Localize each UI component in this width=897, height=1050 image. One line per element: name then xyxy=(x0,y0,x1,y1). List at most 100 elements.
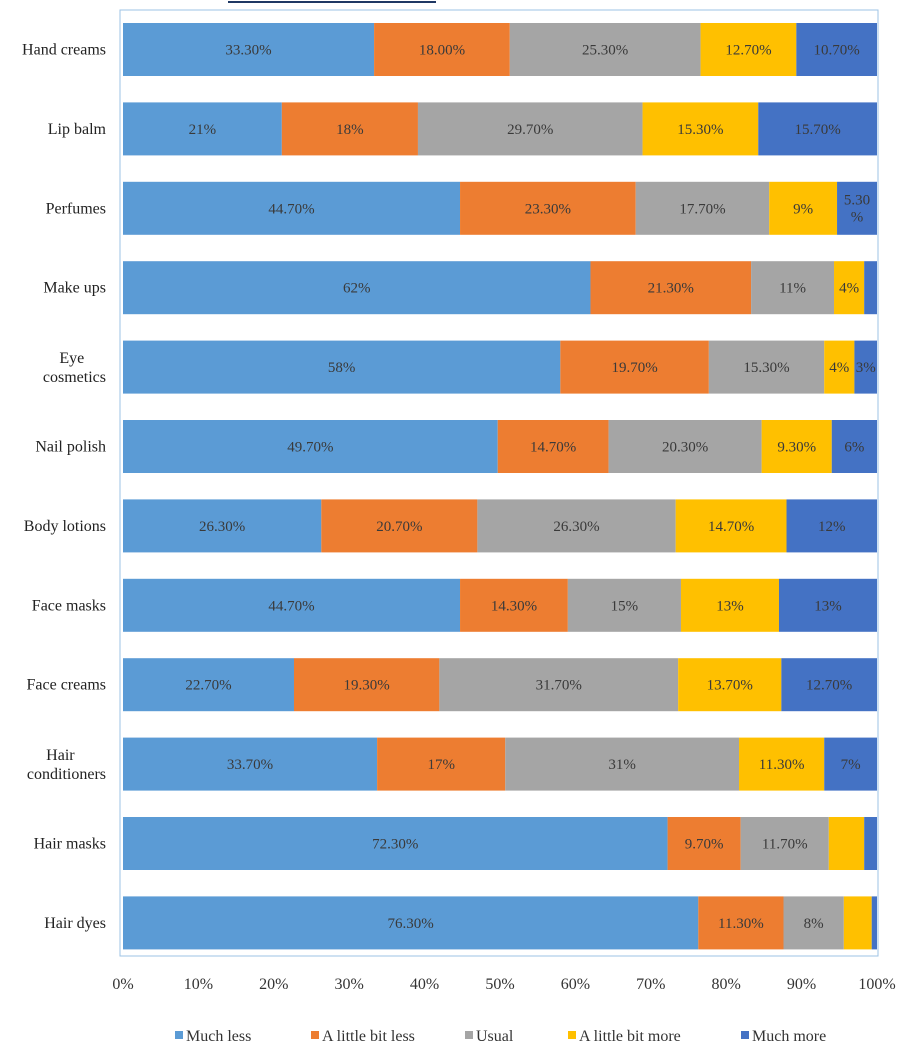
bar-body-lotions-much-less xyxy=(123,499,322,553)
bars-layer xyxy=(123,23,877,950)
data-label-hair-conditioners-usual: 31% xyxy=(608,757,636,773)
data-label-perfumes-much-more: 5.30% xyxy=(844,192,870,225)
data-label-perfumes-a-little-bit-more: 9% xyxy=(793,201,813,217)
data-label-make-ups-much-less: 62% xyxy=(343,281,371,297)
data-label-hair-conditioners-a-little-bit-more: 11.30% xyxy=(759,757,805,773)
bar-hair-dyes-much-less xyxy=(123,896,699,950)
data-label-hair-dyes-a-little-bit-less: 11.30% xyxy=(718,916,764,932)
bar-nail-polish-a-little-bit-less xyxy=(497,420,609,473)
data-label-nail-polish-a-little-bit-less: 14.70% xyxy=(530,440,576,456)
legend-label-much-more: Much more xyxy=(752,1028,826,1045)
category-label-make-ups: Make ups xyxy=(43,280,106,297)
x-tick-label-10: 100% xyxy=(858,976,895,993)
bar-hair-dyes-usual xyxy=(783,896,844,950)
bar-hair-dyes-a-little-bit-less xyxy=(698,896,784,950)
bar-hand-creams-much-less xyxy=(123,23,375,76)
data-label-nail-polish-usual: 20.30% xyxy=(662,440,708,456)
x-tick-label-9: 90% xyxy=(787,976,816,993)
data-label-face-masks-much-more: 13% xyxy=(814,598,842,614)
bar-face-masks-a-little-bit-less xyxy=(460,578,568,632)
category-labels-layer: Hand creams Lip balm Perfumes Make ups Eye co… xyxy=(22,42,107,932)
bar-hair-masks-usual xyxy=(740,817,829,870)
legend-swatch-much-less xyxy=(175,1031,183,1039)
legend-label-much-less: Much less xyxy=(186,1028,251,1045)
bar-face-masks-much-less xyxy=(123,578,461,632)
data-label-face-creams-much-more: 12.70% xyxy=(806,678,852,694)
bar-perfumes-much-more xyxy=(837,181,877,235)
legend-label-a-little-bit-less: A little bit less xyxy=(322,1028,415,1045)
x-tick-label-8: 80% xyxy=(712,976,741,993)
bar-lip-balm-much-less xyxy=(123,102,282,156)
data-label-nail-polish-much-more: 6% xyxy=(844,440,864,456)
data-labels-layer: 33.30% 18.00% 25.30% 12.70% 10.70% 21% 18% 29.7… xyxy=(185,43,875,932)
legend-swatch-usual xyxy=(465,1031,473,1039)
x-tick-label-4: 40% xyxy=(410,976,439,993)
bar-hair-masks-a-little-bit-less xyxy=(667,817,741,870)
bar-eye-cosmetics-a-little-bit-less xyxy=(560,340,709,394)
category-label-lip-balm: Lip balm xyxy=(48,121,107,138)
data-label-lip-balm-a-little-bit-more: 15.30% xyxy=(677,122,723,138)
x-tick-label-1: 10% xyxy=(184,976,213,993)
category-label-hair-dyes: Hair dyes xyxy=(44,915,106,932)
bar-hair-conditioners-much-more xyxy=(824,737,877,791)
data-label-eye-cosmetics-much-more: 3% xyxy=(856,360,876,376)
data-label-face-masks-a-little-bit-more: 13% xyxy=(716,598,744,614)
data-label-hand-creams-usual: 25.30% xyxy=(582,43,628,59)
bar-nail-polish-much-more xyxy=(831,420,877,473)
x-tick-label-7: 70% xyxy=(636,976,665,993)
bar-nail-polish-usual xyxy=(608,420,762,473)
bar-hair-conditioners-a-little-bit-more xyxy=(739,737,825,791)
data-label-body-lotions-a-little-bit-more: 14.70% xyxy=(708,519,754,535)
data-label-eye-cosmetics-a-little-bit-less: 19.70% xyxy=(611,360,657,376)
data-label-nail-polish-a-little-bit-more: 9.30% xyxy=(777,440,816,456)
data-label-body-lotions-usual: 26.30% xyxy=(553,519,599,535)
bar-hair-conditioners-a-little-bit-less xyxy=(377,737,506,791)
bar-hair-dyes-a-little-bit-more xyxy=(843,896,872,950)
bar-make-ups-much-more xyxy=(864,261,877,315)
legend-swatch-much-more xyxy=(741,1031,749,1039)
bar-hair-dyes-much-more xyxy=(871,896,877,950)
bar-perfumes-much-less xyxy=(123,181,461,235)
data-label-body-lotions-much-more: 12% xyxy=(818,519,846,535)
bar-eye-cosmetics-a-little-bit-more xyxy=(824,340,855,394)
data-label-face-creams-usual: 31.70% xyxy=(536,678,582,694)
bar-face-creams-much-less xyxy=(123,658,294,712)
data-label-face-creams-a-little-bit-more: 13.70% xyxy=(707,678,753,694)
data-label-make-ups-a-little-bit-less: 21.30% xyxy=(648,281,694,297)
category-label-face-masks: Face masks xyxy=(32,597,106,614)
bar-face-masks-usual xyxy=(567,578,681,632)
category-label-eye-cosmetics: Eye cosmetics xyxy=(43,350,106,386)
x-tick-label-3: 30% xyxy=(335,976,364,993)
data-label-hair-conditioners-much-more: 7% xyxy=(841,757,861,773)
bar-hair-conditioners-usual xyxy=(505,737,740,791)
plot-frame xyxy=(119,9,879,957)
bar-body-lotions-a-little-bit-less xyxy=(321,499,478,553)
bar-perfumes-a-little-bit-more xyxy=(769,181,838,235)
legend-swatch-a-little-bit-more xyxy=(568,1031,576,1039)
data-label-make-ups-a-little-bit-more: 4% xyxy=(839,281,859,297)
data-label-face-creams-a-little-bit-less: 19.30% xyxy=(344,678,390,694)
data-label-hand-creams-a-little-bit-more: 12.70% xyxy=(725,43,771,59)
bar-body-lotions-usual xyxy=(477,499,676,553)
category-label-face-creams: Face creams xyxy=(26,677,106,694)
data-label-hand-creams-much-more: 10.70% xyxy=(814,43,860,59)
data-label-nail-polish-much-less: 49.70% xyxy=(287,440,333,456)
data-label-lip-balm-usual: 29.70% xyxy=(507,122,553,138)
bar-face-masks-a-little-bit-more xyxy=(680,578,779,632)
bar-face-masks-much-more xyxy=(778,578,877,632)
legend-label-a-little-bit-more: A little bit more xyxy=(579,1028,681,1045)
category-label-body-lotions: Body lotions xyxy=(24,518,106,535)
bar-nail-polish-much-less xyxy=(123,420,498,473)
data-label-eye-cosmetics-much-less: 58% xyxy=(328,360,356,376)
bar-hand-creams-a-little-bit-less xyxy=(374,23,510,76)
data-label-body-lotions-much-less: 26.30% xyxy=(199,519,245,535)
data-label-lip-balm-much-more: 15.70% xyxy=(795,122,841,138)
bar-lip-balm-much-more xyxy=(758,102,877,156)
data-label-face-masks-usual: 15% xyxy=(611,598,639,614)
legend-label-usual: Usual xyxy=(476,1028,514,1045)
bar-face-creams-usual xyxy=(439,658,679,712)
x-tick-label-6: 60% xyxy=(561,976,590,993)
data-label-body-lotions-a-little-bit-less: 20.70% xyxy=(376,519,422,535)
data-label-face-creams-much-less: 22.70% xyxy=(185,678,231,694)
